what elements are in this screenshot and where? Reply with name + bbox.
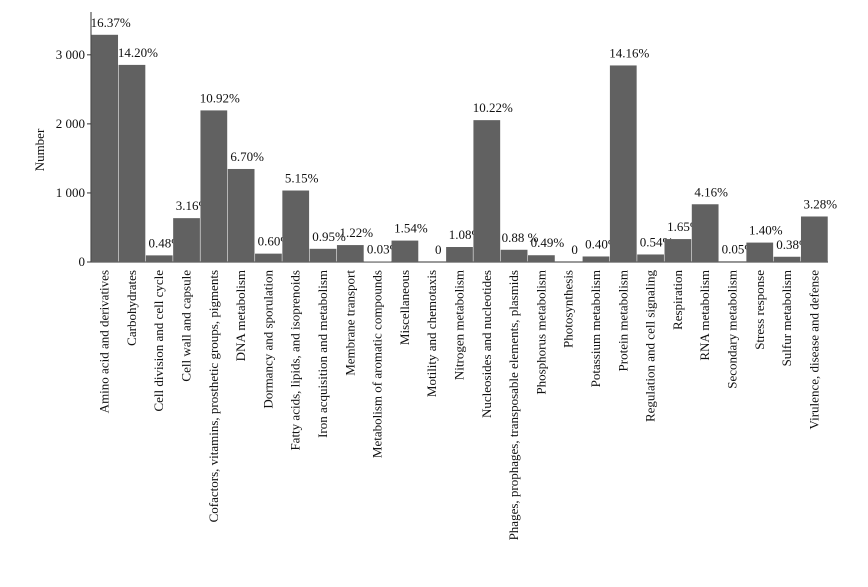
bar — [637, 254, 664, 262]
bar — [664, 239, 692, 262]
x-tick-label: Potassium metabolism — [588, 270, 603, 387]
percent-label: 14.20% — [118, 45, 158, 60]
x-tick-label: Respiration — [670, 270, 685, 330]
percent-label: 10.92% — [200, 90, 240, 105]
x-tick-label: Phages, prophages, transposable elements… — [506, 270, 521, 540]
x-tick-label: Miscellaneous — [397, 270, 412, 345]
bar — [255, 253, 282, 262]
percent-label: 6.70% — [230, 149, 264, 164]
bar — [691, 204, 719, 262]
percent-label: 0 — [571, 242, 578, 257]
x-tick-label: Fatty acids, lipids, and isoprenoids — [288, 270, 303, 451]
bar — [528, 255, 555, 262]
x-tick-label: Cell division and cell cycle — [151, 270, 166, 412]
y-tick-label: 0 — [79, 254, 86, 269]
bar — [145, 255, 173, 262]
bar — [227, 168, 255, 262]
bar — [500, 249, 528, 262]
bar — [200, 110, 228, 262]
x-tick-label: Cell wall and capsule — [179, 270, 194, 382]
x-tick-label: Photosynthesis — [561, 270, 576, 348]
bar — [282, 190, 310, 262]
bar — [473, 120, 501, 262]
percent-label: 3.28% — [804, 196, 838, 211]
bar — [746, 242, 774, 262]
percent-label: 0 — [435, 242, 442, 257]
bar — [719, 261, 746, 262]
x-tick-label: Membrane transport — [342, 270, 357, 376]
percent-label: 0.88 % — [502, 230, 539, 245]
x-tick-label: Cofactors, vitamins, prosthetic groups, … — [206, 270, 221, 522]
bar — [609, 65, 637, 263]
bar — [118, 64, 146, 263]
percent-label: 5.15% — [285, 171, 319, 186]
percent-label: 4.16% — [694, 184, 728, 199]
x-tick-label: Motility and chemotaxis — [424, 270, 439, 397]
y-axis-title: Number — [32, 128, 47, 171]
x-tick-label: Secondary metabolism — [724, 270, 739, 389]
percent-label: 16.37% — [91, 15, 131, 30]
bar — [336, 245, 364, 262]
percent-label: 0.95% — [312, 229, 346, 244]
x-tick-label: Carbohydrates — [124, 270, 139, 346]
x-tick-label: Protein metabolism — [615, 270, 630, 371]
x-tick-label: Virulence, disease and defense — [806, 270, 821, 430]
y-tick-label: 2 000 — [56, 116, 85, 131]
x-tick-label: Metabolism of aromatic compounds — [370, 270, 385, 458]
x-tick-label: Phosphorus metabolism — [533, 270, 548, 395]
percent-label: 0.49% — [531, 235, 565, 250]
x-tick-label: RNA metabolism — [697, 270, 712, 361]
y-tick-label: 1 000 — [56, 185, 85, 200]
percent-label: 1.40% — [749, 223, 783, 238]
x-tick-label: Sulfur metabolism — [779, 270, 794, 366]
x-tick-label: Regulation and cell signaling — [643, 270, 658, 422]
bar — [773, 256, 801, 262]
bar — [446, 247, 473, 262]
bar — [391, 240, 419, 262]
percent-label: 10.22% — [473, 100, 513, 115]
y-tick-label: 3 000 — [56, 47, 85, 62]
x-tick-label: Dormancy and sporulation — [260, 270, 275, 409]
bar — [582, 256, 610, 262]
x-tick-label: DNA metabolism — [233, 270, 248, 361]
x-tick-label: Stress response — [752, 270, 767, 350]
x-tick-label: Nucleosides and nucleotides — [479, 270, 494, 418]
bar — [173, 218, 200, 262]
bar — [91, 34, 119, 262]
percent-label: 14.16% — [609, 45, 649, 60]
percent-label: 1.22% — [340, 225, 374, 240]
x-tick-label: Nitrogen metabolism — [452, 270, 467, 380]
percent-label: 1.54% — [394, 221, 428, 236]
x-tick-label: Iron acquisition and metabolism — [315, 270, 330, 438]
bar — [800, 216, 828, 262]
bar — [309, 248, 337, 262]
x-tick-label: Amino acid and derivatives — [97, 270, 112, 413]
